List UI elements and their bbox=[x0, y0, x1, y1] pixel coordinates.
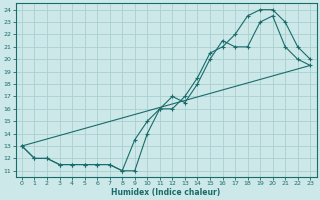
X-axis label: Humidex (Indice chaleur): Humidex (Indice chaleur) bbox=[111, 188, 221, 197]
